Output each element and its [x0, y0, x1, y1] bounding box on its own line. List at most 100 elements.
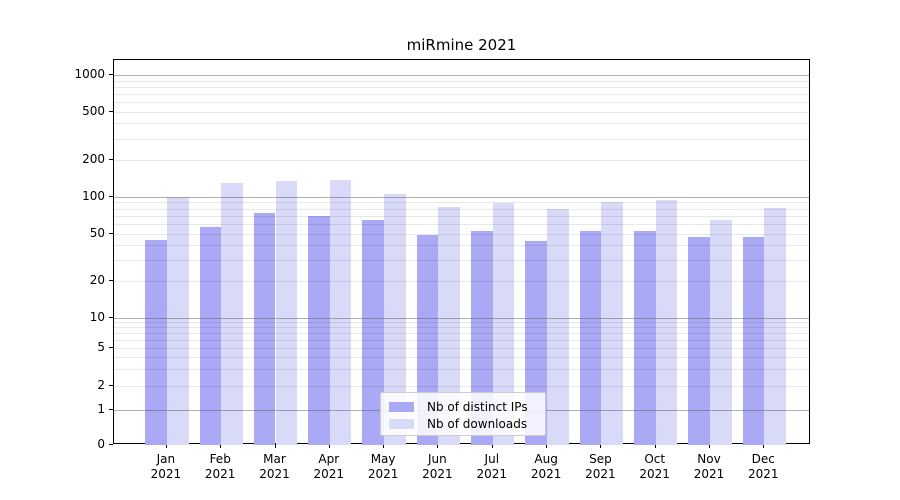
x-tick-month: Nov	[697, 452, 721, 466]
bar-downloads-may	[384, 193, 406, 445]
legend-label-distinct-ips: Nb of distinct IPs	[427, 400, 528, 414]
legend-swatch-distinct-ips	[389, 402, 414, 412]
x-tick-year: 2021	[259, 466, 290, 481]
y-tick-mark	[109, 444, 113, 445]
bar-distinct-ips-sep	[579, 231, 602, 445]
y-tick-mark	[109, 408, 113, 410]
x-tick-year: 2021	[150, 466, 182, 481]
x-tick-month: Feb	[209, 452, 231, 466]
bar-downloads-oct	[655, 200, 678, 445]
x-tick-label-jun: Jun 2021	[406, 452, 468, 481]
legend: Nb of distinct IPs Nb of downloads	[380, 392, 546, 436]
x-tick-label-mar: Mar 2021	[244, 452, 306, 481]
x-tick-year: 2021	[530, 466, 562, 481]
x-tick-month: May	[370, 452, 396, 466]
x-tick-mark	[328, 444, 330, 448]
x-tick-mark	[383, 444, 385, 448]
x-tick-mark	[546, 444, 548, 448]
x-tick-year: 2021	[476, 466, 508, 481]
y-tick-label: 200	[82, 151, 105, 166]
x-tick-month: Aug	[534, 452, 558, 466]
y-tick-mark	[109, 195, 113, 197]
x-tick-year: 2021	[693, 466, 725, 481]
x-tick-month: Mar	[263, 452, 286, 466]
x-tick-year: 2021	[204, 466, 236, 481]
x-tick-label-jul: Jul 2021	[461, 452, 523, 481]
bar-distinct-ips-mar	[253, 212, 276, 445]
y-tick-mark	[109, 232, 113, 234]
y-tick-label: 50	[89, 225, 105, 240]
x-tick-label-jan: Jan 2021	[135, 452, 197, 481]
y-tick-mark	[109, 385, 113, 386]
x-tick-label-feb: Feb 2021	[189, 452, 251, 481]
x-tick-label-aug: Aug 2021	[515, 452, 577, 481]
legend-label-downloads: Nb of downloads	[427, 417, 528, 431]
x-tick-mark	[274, 444, 276, 448]
bar-downloads-jun	[438, 206, 461, 445]
x-tick-year: 2021	[585, 466, 616, 481]
y-tick-label: 20	[89, 273, 105, 287]
plot-area	[113, 59, 810, 445]
x-tick-month: Apr	[318, 452, 340, 466]
x-tick-month: Jul	[484, 452, 500, 466]
bar-downloads-nov	[710, 220, 732, 445]
x-tick-month: Sep	[589, 452, 612, 466]
y-tick-label: 0	[97, 437, 105, 451]
bar-downloads-dec	[764, 207, 786, 445]
x-tick-mark	[165, 444, 167, 448]
bar-distinct-ips-jul	[471, 231, 493, 445]
x-tick-year: 2021	[748, 466, 779, 481]
x-tick-month: Dec	[751, 452, 775, 466]
x-tick-mark	[763, 444, 765, 448]
bar-distinct-ips-feb	[199, 226, 222, 445]
y-tick-mark	[109, 280, 113, 281]
x-tick-label-dec: Dec 2021	[732, 452, 794, 481]
x-tick-label-apr: Apr 2021	[298, 452, 360, 481]
bar-downloads-jan	[166, 196, 189, 445]
y-tick-label: 1	[97, 401, 105, 416]
bar-downloads-jul	[492, 202, 515, 445]
bar-distinct-ips-nov	[688, 236, 710, 445]
legend-item-distinct-ips: Nb of distinct IPs	[389, 399, 545, 415]
x-tick-mark	[654, 444, 656, 448]
chart-title: miRmine 2021	[406, 36, 517, 54]
x-tick-month: Jan	[156, 452, 176, 466]
bar-distinct-ips-oct	[634, 231, 656, 445]
y-tick-label: 500	[82, 103, 105, 118]
x-tick-label-may: May 2021	[352, 452, 414, 481]
y-tick-mark	[109, 110, 113, 112]
y-tick-mark	[109, 316, 113, 318]
x-tick-mark	[600, 444, 602, 448]
y-tick-label: 100	[82, 188, 105, 203]
bar-downloads-feb	[221, 182, 243, 445]
x-tick-label-nov: Nov 2021	[678, 452, 740, 481]
bar-distinct-ips-jan	[145, 240, 167, 445]
x-tick-mark	[437, 444, 439, 448]
y-tick-mark	[109, 347, 113, 348]
y-tick-label: 1000	[74, 67, 105, 81]
legend-swatch-downloads	[389, 419, 414, 429]
x-tick-year: 2021	[367, 466, 399, 481]
x-tick-year: 2021	[313, 466, 345, 481]
y-tick-mark	[109, 158, 113, 160]
bar-downloads-aug	[547, 208, 569, 445]
x-tick-month: Jun	[428, 452, 447, 466]
x-tick-mark	[220, 444, 222, 448]
bars-layer	[114, 60, 809, 445]
x-tick-mark	[709, 444, 710, 448]
y-tick-label: 5	[97, 340, 105, 354]
x-tick-year: 2021	[422, 466, 453, 481]
bar-distinct-ips-dec	[742, 236, 765, 445]
legend-item-downloads: Nb of downloads	[389, 416, 545, 432]
x-tick-label-sep: Sep 2021	[569, 452, 631, 481]
bar-downloads-apr	[329, 180, 352, 445]
x-tick-year: 2021	[639, 466, 670, 481]
y-tick-label: 10	[89, 309, 105, 324]
bar-downloads-mar	[275, 181, 298, 445]
x-tick-label-oct: Oct 2021	[624, 452, 686, 481]
y-tick-label: 2	[97, 378, 105, 392]
x-tick-mark	[491, 444, 493, 448]
bar-distinct-ips-apr	[308, 215, 330, 445]
bar-distinct-ips-may	[362, 220, 385, 445]
